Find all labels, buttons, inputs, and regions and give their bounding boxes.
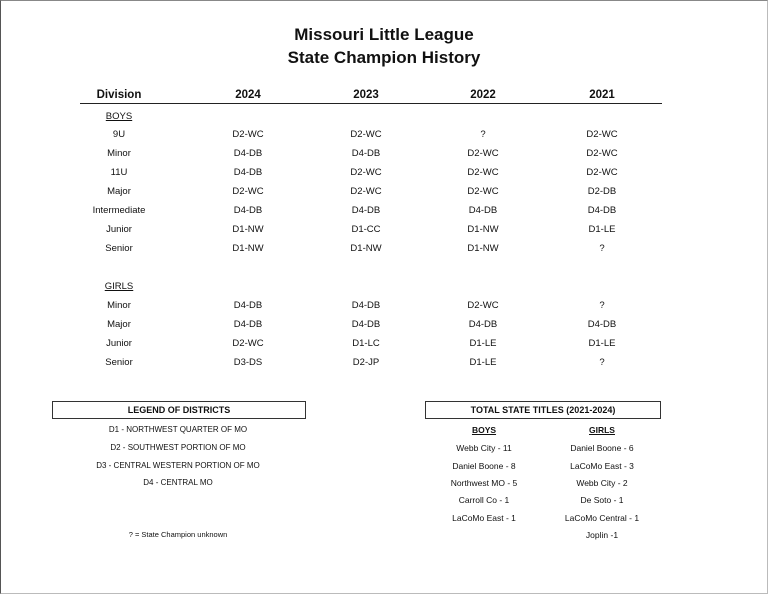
- boys-section-label: BOYS: [105, 111, 133, 122]
- boys-row-division: Major: [107, 186, 131, 197]
- table-cell: D1-LE: [588, 224, 616, 235]
- table-cell: D4-DB: [587, 205, 617, 216]
- header-2022: 2022: [470, 89, 496, 101]
- girls-row-division: Major: [107, 319, 131, 330]
- girls-row-division: Minor: [107, 300, 131, 311]
- unknown-note: ? = State Champion unknown: [128, 530, 228, 539]
- table-cell: D1-NW: [232, 224, 264, 235]
- girls-row-division: Junior: [106, 338, 132, 349]
- table-cell: D4-DB: [587, 319, 617, 330]
- totals-girls-header: GIRLS: [589, 425, 615, 435]
- girls-section-label: GIRLS: [104, 281, 134, 292]
- table-cell: D2-WC: [350, 129, 382, 140]
- table-cell: D1-NW: [467, 243, 499, 254]
- table-cell: D1-NW: [232, 243, 264, 254]
- table-cell: D4-DB: [468, 319, 498, 330]
- legend-title: LEGEND OF DISTRICTS: [52, 401, 306, 419]
- boys-row-division: Intermediate: [92, 205, 146, 216]
- header-rule: [80, 103, 662, 104]
- page-title: Missouri Little League: [294, 25, 474, 44]
- table-cell: D3-DS: [233, 357, 263, 368]
- totals-boys-item: LaCoMo East - 1: [452, 513, 516, 523]
- boys-row-division: Minor: [107, 148, 131, 159]
- table-cell: D2-WC: [586, 129, 618, 140]
- table-cell: D4-DB: [351, 300, 381, 311]
- table-cell: D2-WC: [350, 167, 382, 178]
- table-cell: D4-DB: [233, 319, 263, 330]
- legend-item: D3 - CENTRAL WESTERN PORTION OF MO: [96, 461, 260, 470]
- table-cell: ?: [599, 300, 605, 311]
- table-cell: D2-WC: [232, 186, 264, 197]
- boys-row-division: 11U: [110, 167, 128, 178]
- table-cell: D2-DB: [587, 186, 617, 197]
- boys-row-division: Junior: [106, 224, 132, 235]
- table-cell: D4-DB: [351, 148, 381, 159]
- boys-row-division: 9U: [112, 129, 126, 140]
- header-division: Division: [96, 89, 142, 101]
- totals-boys-item: Webb City - 11: [456, 443, 512, 453]
- table-cell: D2-WC: [586, 167, 618, 178]
- table-cell: D1-LE: [588, 338, 616, 349]
- table-cell: D4-DB: [233, 167, 263, 178]
- totals-boys-item: Northwest MO - 5: [450, 478, 518, 488]
- table-cell: D2-WC: [586, 148, 618, 159]
- legend-item: D2 - SOUTHWEST PORTION OF MO: [110, 443, 246, 452]
- table-cell: D2-WC: [467, 186, 499, 197]
- totals-girls-item: De Soto - 1: [580, 495, 624, 505]
- totals-girls-item: Daniel Boone - 6: [570, 443, 634, 453]
- table-cell: D1-LC: [352, 338, 380, 349]
- header-2024: 2024: [235, 89, 261, 101]
- table-cell: D1-NW: [467, 224, 499, 235]
- table-cell: D2-WC: [232, 338, 264, 349]
- header-2021: 2021: [589, 89, 615, 101]
- table-cell: D1-LE: [469, 338, 497, 349]
- table-cell: D1-CC: [351, 224, 381, 235]
- header-2023: 2023: [353, 89, 379, 101]
- table-cell: ?: [599, 357, 605, 368]
- table-cell: D2-WC: [467, 167, 499, 178]
- table-cell: D2-WC: [467, 300, 499, 311]
- table-cell: ?: [480, 129, 486, 140]
- girls-row-division: Senior: [105, 357, 133, 368]
- table-cell: D2-WC: [232, 129, 264, 140]
- table-cell: D4-DB: [233, 148, 263, 159]
- boys-row-division: Senior: [105, 243, 133, 254]
- table-cell: D2-JP: [352, 357, 380, 368]
- totals-boys-header: BOYS: [471, 425, 497, 435]
- page-subtitle: State Champion History: [287, 48, 481, 67]
- table-cell: D2-WC: [467, 148, 499, 159]
- table-cell: D4-DB: [351, 319, 381, 330]
- table-cell: D4-DB: [351, 205, 381, 216]
- totals-title: TOTAL STATE TITLES (2021-2024): [425, 401, 661, 419]
- totals-girls-item: Joplin -1: [585, 530, 619, 540]
- table-cell: D4-DB: [233, 205, 263, 216]
- table-cell: ?: [599, 243, 605, 254]
- totals-boys-item: Daniel Boone - 8: [452, 461, 516, 471]
- legend-item: D4 - CENTRAL MO: [143, 478, 213, 487]
- totals-boys-item: Carroll Co - 1: [458, 495, 510, 505]
- totals-girls-item: LaCoMo Central - 1: [564, 513, 640, 523]
- table-cell: D1-LE: [469, 357, 497, 368]
- table-cell: D4-DB: [233, 300, 263, 311]
- table-cell: D4-DB: [468, 205, 498, 216]
- totals-girls-item: Webb City - 2: [576, 478, 628, 488]
- table-cell: D1-NW: [350, 243, 382, 254]
- totals-girls-item: LaCoMo East - 3: [570, 461, 634, 471]
- table-cell: D2-WC: [350, 186, 382, 197]
- legend-item: D1 - NORTHWEST QUARTER OF MO: [108, 425, 248, 434]
